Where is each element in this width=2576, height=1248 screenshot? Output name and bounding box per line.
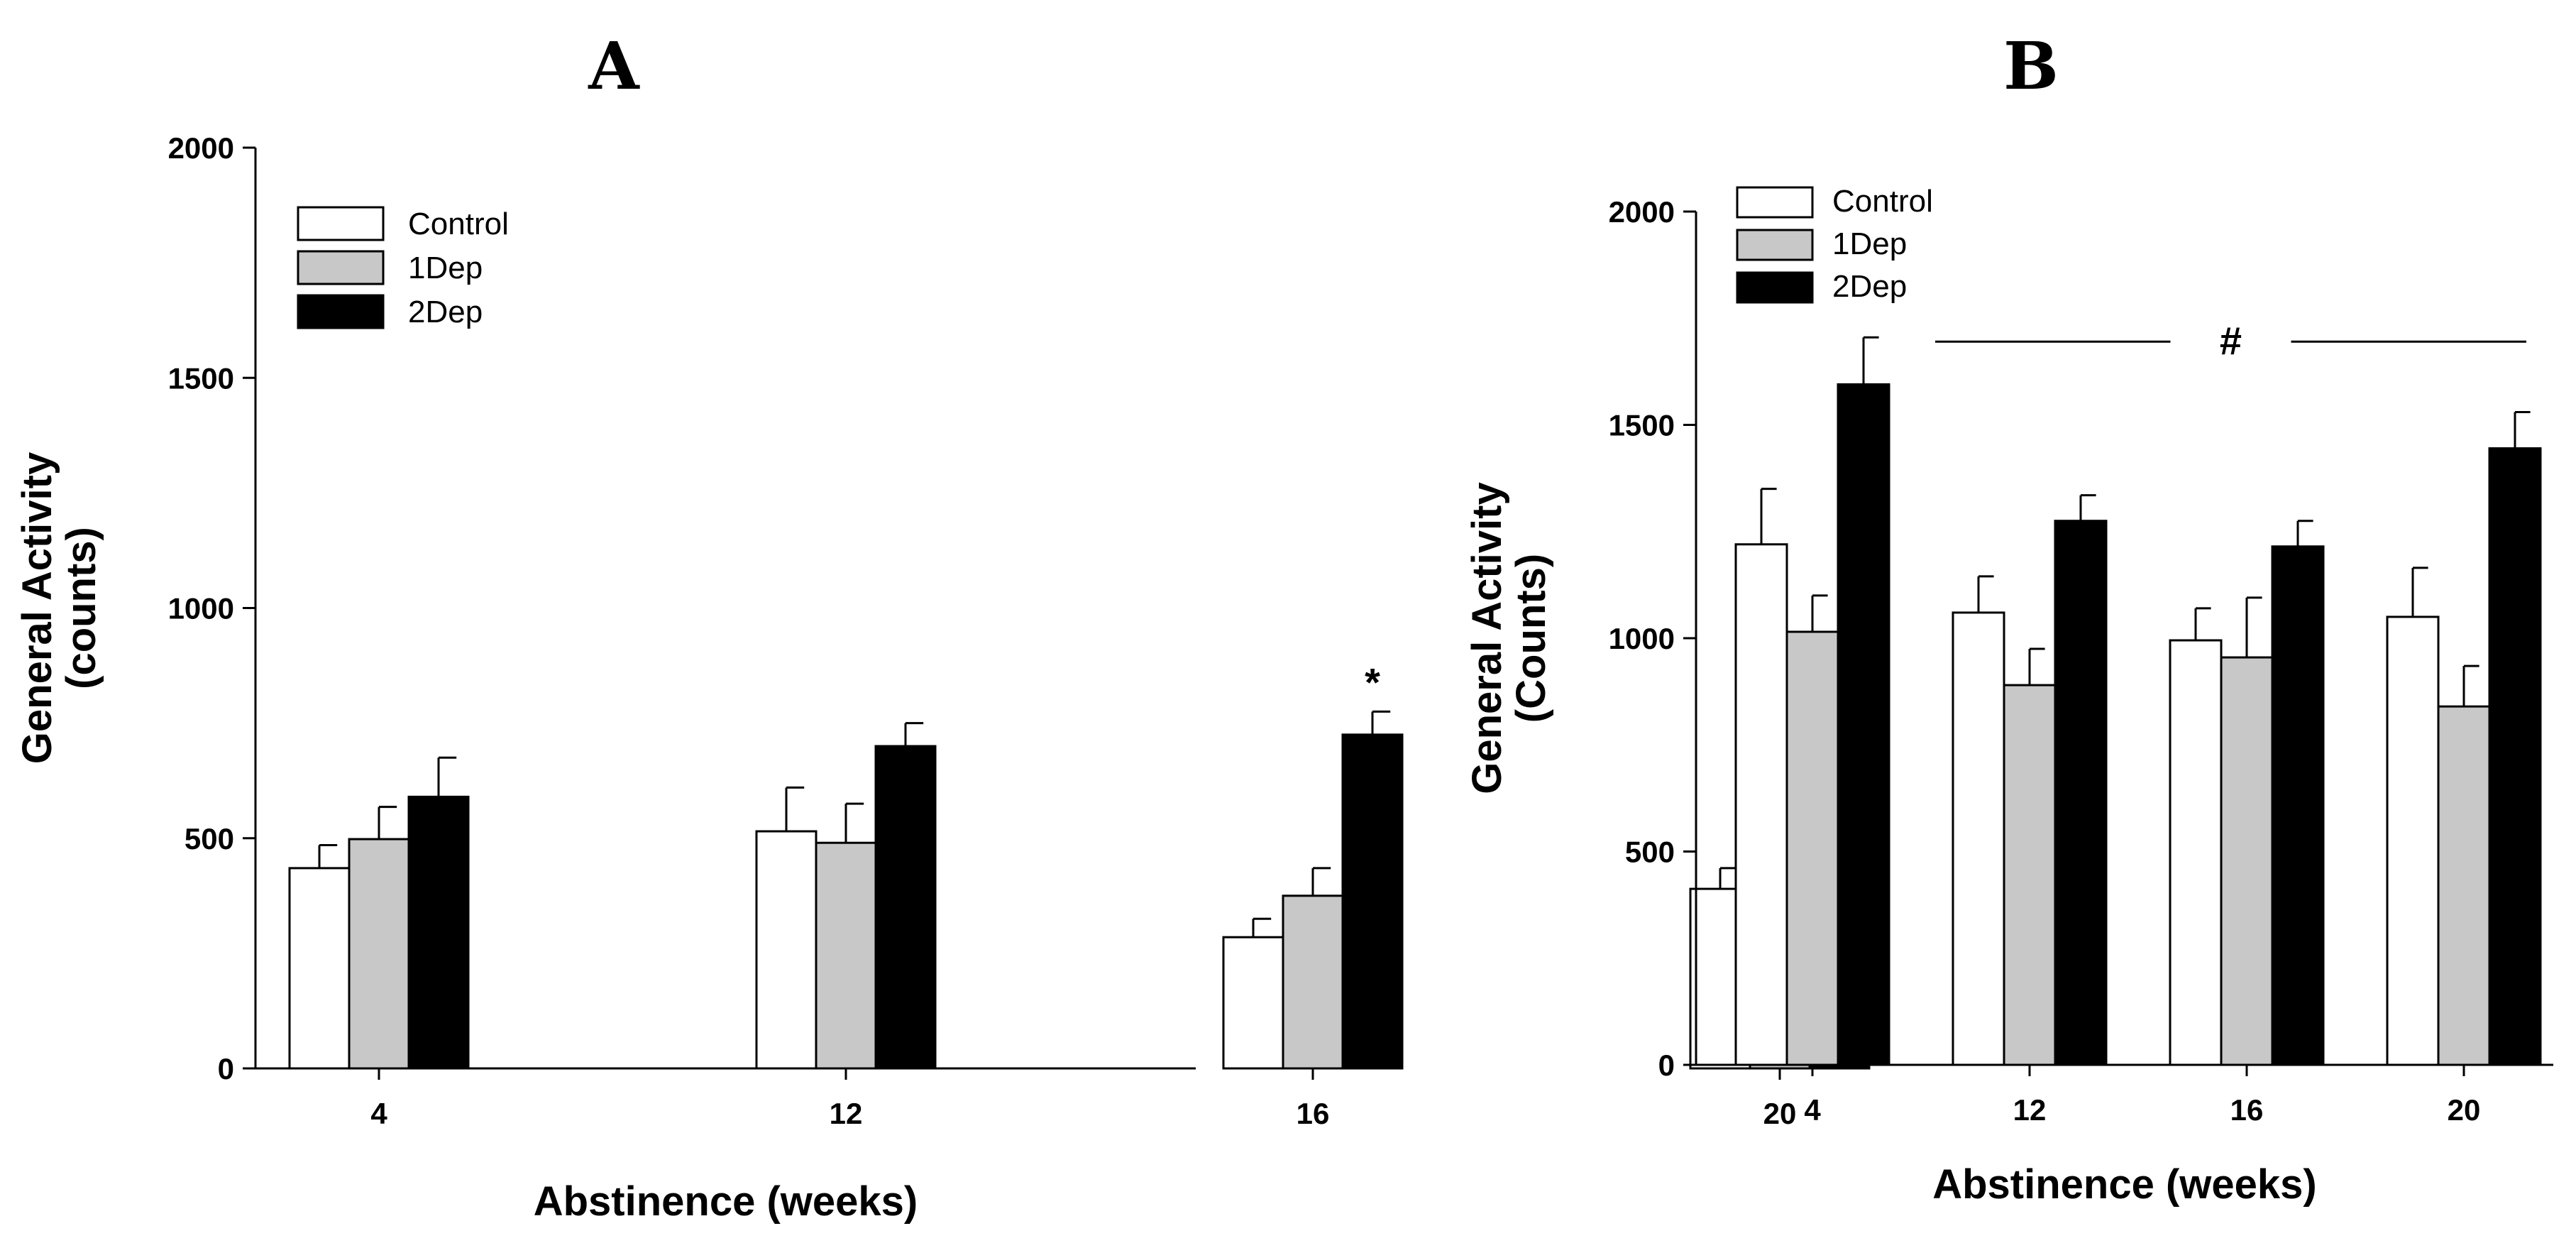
bar-2dep-12 bbox=[874, 745, 937, 1070]
bar-control-12 bbox=[755, 830, 818, 1070]
y-axis-title: General Activity(Counts) bbox=[1464, 482, 1554, 794]
x-tick-label: 20 bbox=[2448, 1093, 2481, 1127]
y-tick-label: 500 bbox=[1625, 836, 1675, 869]
bar-1dep-12 bbox=[2003, 684, 2057, 1066]
bar-1dep-20 bbox=[2437, 705, 2491, 1066]
legend-label-2dep: 2Dep bbox=[408, 295, 483, 329]
bar-1dep-4 bbox=[348, 838, 410, 1070]
y-tick-label: 1000 bbox=[168, 592, 234, 625]
y-axis-title-line2: (Counts) bbox=[1508, 554, 1554, 723]
legend: Control 1Dep 2Dep bbox=[297, 206, 509, 329]
y-tick-label: 0 bbox=[1658, 1049, 1675, 1082]
legend-label-control: Control bbox=[408, 207, 509, 241]
legend-swatch-2dep bbox=[1736, 271, 1814, 304]
x-axis-title: Abstinence (weeks) bbox=[534, 1178, 918, 1225]
bar-control-16 bbox=[1222, 936, 1284, 1070]
x-tick-label: 12 bbox=[2013, 1093, 2047, 1127]
bar-control-12 bbox=[1952, 611, 2005, 1066]
legend-swatch-1dep bbox=[297, 250, 385, 285]
legend-swatch-control bbox=[297, 206, 385, 241]
y-tick-label: 2000 bbox=[1609, 195, 1675, 229]
y-axis-title-line1: General Activity bbox=[1464, 482, 1510, 794]
x-axis-title: Abstinence (weeks) bbox=[1932, 1161, 2317, 1208]
y-tick-label: 0 bbox=[218, 1052, 234, 1085]
bar-2dep-4 bbox=[1837, 383, 1890, 1066]
x-tick-label: 16 bbox=[2230, 1093, 2264, 1127]
panel-a: A05001000150020004121620**Control1Dep2De… bbox=[14, 28, 1871, 1225]
bar-1dep-16 bbox=[1282, 894, 1344, 1070]
legend-swatch-control bbox=[1736, 186, 1814, 219]
panel-b: B 0 500 1000 1500 2000 4 12 16 20 # Control 1Dep 2Dep… bbox=[1464, 28, 2553, 1208]
x-tick-label: 12 bbox=[830, 1097, 863, 1130]
y-axis-title: General Activity(counts) bbox=[14, 452, 104, 764]
legend: Control 1Dep 2Dep bbox=[1736, 184, 1933, 304]
y-axis-title-line2: (counts) bbox=[58, 527, 104, 689]
bar-1dep-4 bbox=[1785, 630, 1839, 1066]
x-tick-label: 4 bbox=[1804, 1093, 1821, 1127]
y-tick-label: 2000 bbox=[168, 131, 234, 165]
y-tick-label: 500 bbox=[185, 822, 234, 855]
y-axis-title-line1: General Activity bbox=[14, 452, 60, 764]
bar-control-4 bbox=[1734, 543, 1788, 1066]
x-tick-label: 4 bbox=[370, 1097, 387, 1130]
x-tick-label: 16 bbox=[1297, 1097, 1330, 1130]
legend-label-1dep: 1Dep bbox=[1832, 226, 1907, 261]
legend-label-1dep: 1Dep bbox=[408, 251, 483, 285]
significance-hash: # bbox=[2220, 318, 2242, 363]
legend-swatch-2dep bbox=[297, 294, 385, 329]
bar-2dep-16 bbox=[2271, 545, 2325, 1066]
y-tick-label: 1000 bbox=[1609, 622, 1675, 655]
significance-asterisk: * bbox=[1365, 659, 1380, 704]
bar-1dep-12 bbox=[815, 841, 877, 1070]
bar-control-20 bbox=[2386, 615, 2440, 1066]
y-tick-label: 1500 bbox=[168, 361, 234, 395]
panel-label: A bbox=[588, 28, 640, 104]
panel-label: B bbox=[2003, 28, 2059, 104]
bar-2dep-20 bbox=[2488, 447, 2542, 1066]
legend-swatch-1dep bbox=[1736, 229, 1814, 261]
y-tick-label: 1500 bbox=[1609, 409, 1675, 442]
x-tick-label: 20 bbox=[1763, 1097, 1797, 1130]
bar-2dep-12 bbox=[2054, 520, 2108, 1066]
bar-2dep-4 bbox=[407, 795, 470, 1070]
bar-2dep-16 bbox=[1341, 733, 1404, 1070]
bar-control-4 bbox=[288, 867, 351, 1070]
bar-1dep-16 bbox=[2220, 656, 2274, 1066]
bar-control-16 bbox=[2169, 639, 2223, 1066]
legend-label-control: Control bbox=[1832, 184, 1933, 219]
legend-label-2dep: 2Dep bbox=[1832, 269, 1907, 304]
